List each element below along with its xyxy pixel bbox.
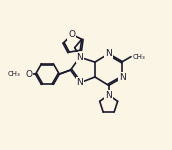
Text: CH₃: CH₃ [133, 54, 146, 60]
Text: N: N [105, 91, 112, 100]
Text: N: N [77, 53, 83, 62]
Text: N: N [105, 49, 112, 58]
Text: N: N [119, 73, 126, 82]
Text: CH₃: CH₃ [8, 71, 21, 77]
Text: O: O [68, 30, 75, 39]
Text: O: O [25, 70, 32, 79]
Text: N: N [77, 78, 83, 87]
